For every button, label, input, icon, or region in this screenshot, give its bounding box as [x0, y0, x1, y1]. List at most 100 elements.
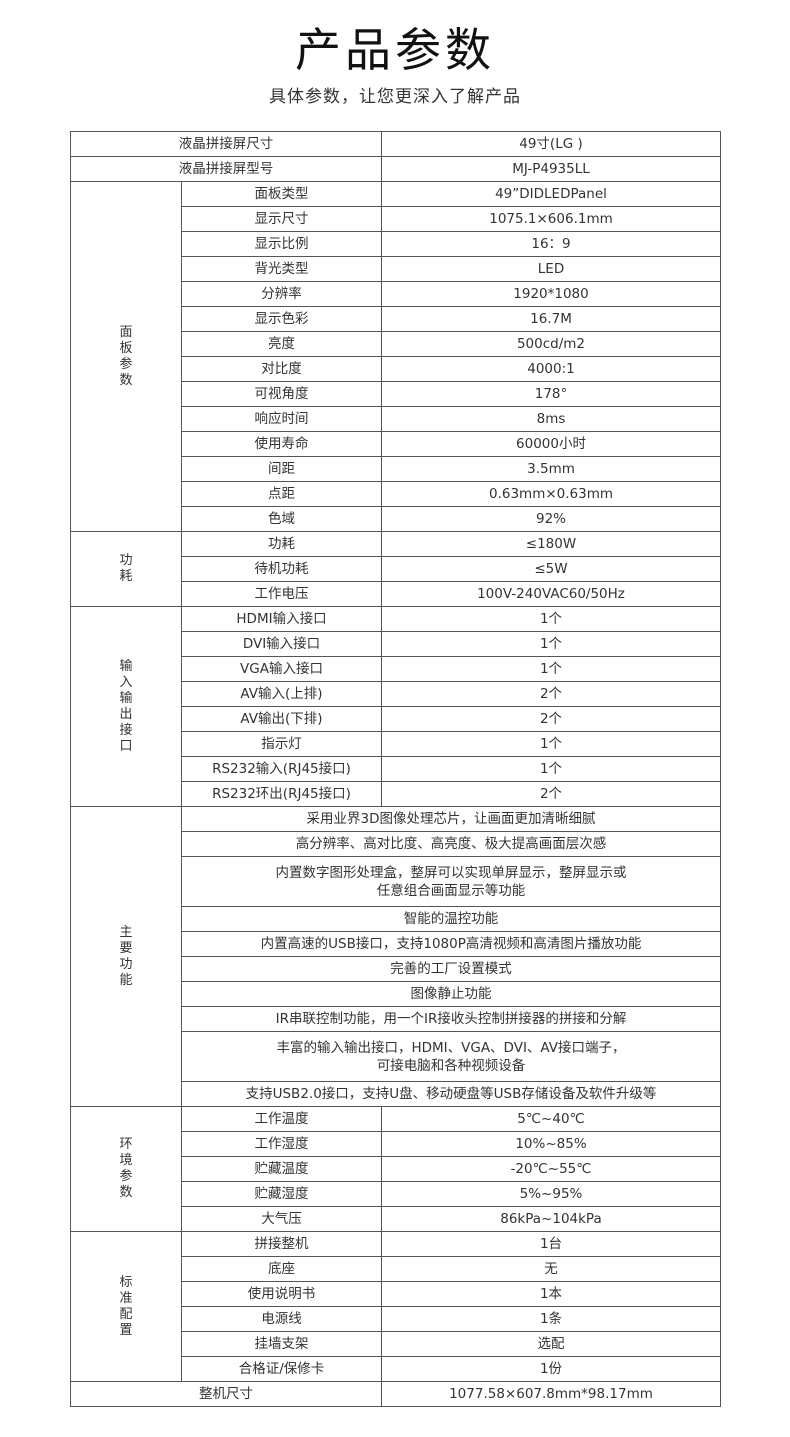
- spec-value: 4000:1: [381, 356, 721, 382]
- spec-value: 1920*1080: [381, 281, 721, 307]
- table-row: 输入输出接口 HDMI输入接口 1个: [70, 606, 721, 807]
- spec-label: 底座: [181, 1256, 382, 1282]
- table-row: 显示尺寸 1075.1×606.1mm: [71, 206, 721, 232]
- feature-line: IR串联控制功能，用一个IR接收头控制拼接器的拼接和分解: [275, 1011, 627, 1027]
- spec-label: 使用说明书: [181, 1281, 382, 1307]
- feature-item: 丰富的输入输出接口，HDMI、VGA、DVI、AV接口端子， 可接电脑和各种视频设…: [181, 1031, 721, 1082]
- spec-label: 功耗: [181, 531, 382, 557]
- table-row: DVI输入接口 1个: [71, 631, 721, 657]
- spec-value: 1个: [381, 631, 721, 657]
- spec-value: 2个: [381, 781, 721, 807]
- spec-label: 工作电压: [181, 581, 382, 607]
- spec-value: 16.7M: [381, 306, 721, 332]
- feature-item: 采用业界3D图像处理芯片，让画面更加清晰细腻: [181, 806, 721, 832]
- spec-label: 色域: [181, 506, 382, 532]
- group-name: 输入输出接口: [119, 658, 133, 754]
- table-row: 显示色彩 16.7M: [71, 306, 721, 332]
- feature-item: 图像静止功能: [181, 981, 721, 1007]
- spec-label: 显示比例: [181, 231, 382, 257]
- spec-value: 10%~85%: [381, 1131, 721, 1157]
- table-row: 点距 0.63mm×0.63mm: [71, 481, 721, 507]
- spec-value: 178°: [381, 381, 721, 407]
- spec-value: 1台: [381, 1231, 721, 1257]
- spec-value: 92%: [381, 506, 721, 532]
- spec-label: RS232输入(RJ45接口): [181, 756, 382, 782]
- spec-value: 1个: [381, 756, 721, 782]
- spec-value: 1个: [381, 656, 721, 682]
- feature-line: 智能的温控功能: [403, 911, 499, 927]
- table-row: 内置数字图形处理盒，整屏可以实现单屏显示，整屏显示或 任意组合画面显示等功能: [71, 856, 721, 907]
- table-row: 高分辨率、高对比度、高亮度、极大提高画面层次感: [71, 831, 721, 857]
- spec-label: 间距: [181, 456, 382, 482]
- feature-item: 支持USB2.0接口，支持U盘、移动硬盘等USB存储设备及软件升级等: [181, 1081, 721, 1107]
- feature-line: 高分辨率、高对比度、高亮度、极大提高画面层次感: [295, 836, 607, 852]
- spec-value: 86kPa~104kPa: [381, 1206, 721, 1232]
- spec-label: 分辨率: [181, 281, 382, 307]
- group-label: 主要功能: [70, 806, 182, 1107]
- table-row: 主要功能 采用业界3D图像处理芯片，让画面更加清晰细腻: [70, 806, 721, 1107]
- feature-item: 高分辨率、高对比度、高亮度、极大提高画面层次感: [181, 831, 721, 857]
- spec-value: 100V-240VAC60/50Hz: [381, 581, 721, 607]
- group-name: 面板参数: [119, 324, 133, 388]
- table-row: 分辨率 1920*1080: [71, 281, 721, 307]
- spec-label: 液晶拼接屏型号: [70, 156, 382, 182]
- feature-line: 图像静止功能: [410, 986, 492, 1002]
- feature-line: 任意组合画面显示等功能: [376, 882, 526, 899]
- spec-label: 工作湿度: [181, 1131, 382, 1157]
- table-row: 贮藏温度 -20℃~55℃: [71, 1156, 721, 1182]
- spec-value: 16：9: [381, 231, 721, 257]
- spec-value: 1077.58×607.8mm*98.17mm: [381, 1381, 721, 1407]
- group-name: 功耗: [119, 553, 133, 584]
- group-label: 标准配置: [70, 1231, 182, 1382]
- spec-value: 49寸(LG ): [381, 131, 721, 157]
- table-row: 待机功耗 ≤5W: [71, 556, 721, 582]
- group-label: 功耗: [70, 531, 182, 607]
- table-row: 丰富的输入输出接口，HDMI、VGA、DVI、AV接口端子， 可接电脑和各种视频设…: [71, 1031, 721, 1082]
- spec-label: 可视角度: [181, 381, 382, 407]
- spec-label: RS232环出(RJ45接口): [181, 781, 382, 807]
- spec-label: VGA输入接口: [181, 656, 382, 682]
- spec-value: 1个: [381, 731, 721, 757]
- spec-value: 5%~95%: [381, 1181, 721, 1207]
- table-row: 色域 92%: [71, 506, 721, 532]
- table-row: IR串联控制功能，用一个IR接收头控制拼接器的拼接和分解: [71, 1006, 721, 1032]
- spec-value: 1条: [381, 1306, 721, 1332]
- spec-label: 亮度: [181, 331, 382, 357]
- spec-label: 显示色彩: [181, 306, 382, 332]
- spec-label: HDMI输入接口: [181, 606, 382, 632]
- feature-item: 内置高速的USB接口，支持1080P高清视频和高清图片播放功能: [181, 931, 721, 957]
- spec-label: 使用寿命: [181, 431, 382, 457]
- table-row: 背光类型 LED: [71, 256, 721, 282]
- table-row: 面板参数 面板类型 49”DIDLEDPanel: [70, 181, 721, 532]
- spec-value: 1个: [381, 606, 721, 632]
- page-subtitle: 具体参数，让您更深入了解产品: [269, 87, 521, 107]
- table-row: 功耗 功耗 ≤180W: [70, 531, 721, 607]
- feature-item: 智能的温控功能: [181, 906, 721, 932]
- table-row: 环境参数 工作温度 5℃~40℃: [70, 1106, 721, 1232]
- table-row: 显示比例 16：9: [71, 231, 721, 257]
- spec-label: 显示尺寸: [181, 206, 382, 232]
- table-row: 贮藏湿度 5%~95%: [71, 1181, 721, 1207]
- table-row: 整机尺寸 1077.58×607.8mm*98.17mm: [70, 1381, 721, 1407]
- feature-item: 内置数字图形处理盒，整屏可以实现单屏显示，整屏显示或 任意组合画面显示等功能: [181, 856, 721, 907]
- spec-value: 3.5mm: [381, 456, 721, 482]
- group-label: 面板参数: [70, 181, 182, 532]
- spec-label: 大气压: [181, 1206, 382, 1232]
- feature-line: 完善的工厂设置模式: [390, 961, 512, 977]
- table-row: 液晶拼接屏尺寸 49寸(LG ): [70, 131, 721, 157]
- spec-label: 整机尺寸: [70, 1381, 382, 1407]
- table-row: 内置高速的USB接口，支持1080P高清视频和高清图片播放功能: [71, 931, 721, 957]
- spec-value: 49”DIDLEDPanel: [381, 181, 721, 207]
- group-name: 主要功能: [119, 924, 133, 988]
- spec-value: ≤5W: [381, 556, 721, 582]
- spec-value: 0.63mm×0.63mm: [381, 481, 721, 507]
- spec-value: MJ-P4935LL: [381, 156, 721, 182]
- feature-line: 采用业界3D图像处理芯片，让画面更加清晰细腻: [306, 811, 596, 827]
- page-title: 产品参数: [295, 23, 495, 77]
- spec-label: 工作温度: [181, 1106, 382, 1132]
- table-row: 合格证/保修卡 1份: [71, 1356, 721, 1382]
- spec-label: 贮藏湿度: [181, 1181, 382, 1207]
- table-row: 对比度 4000:1: [71, 356, 721, 382]
- feature-item: 完善的工厂设置模式: [181, 956, 721, 982]
- table-row: 指示灯 1个: [71, 731, 721, 757]
